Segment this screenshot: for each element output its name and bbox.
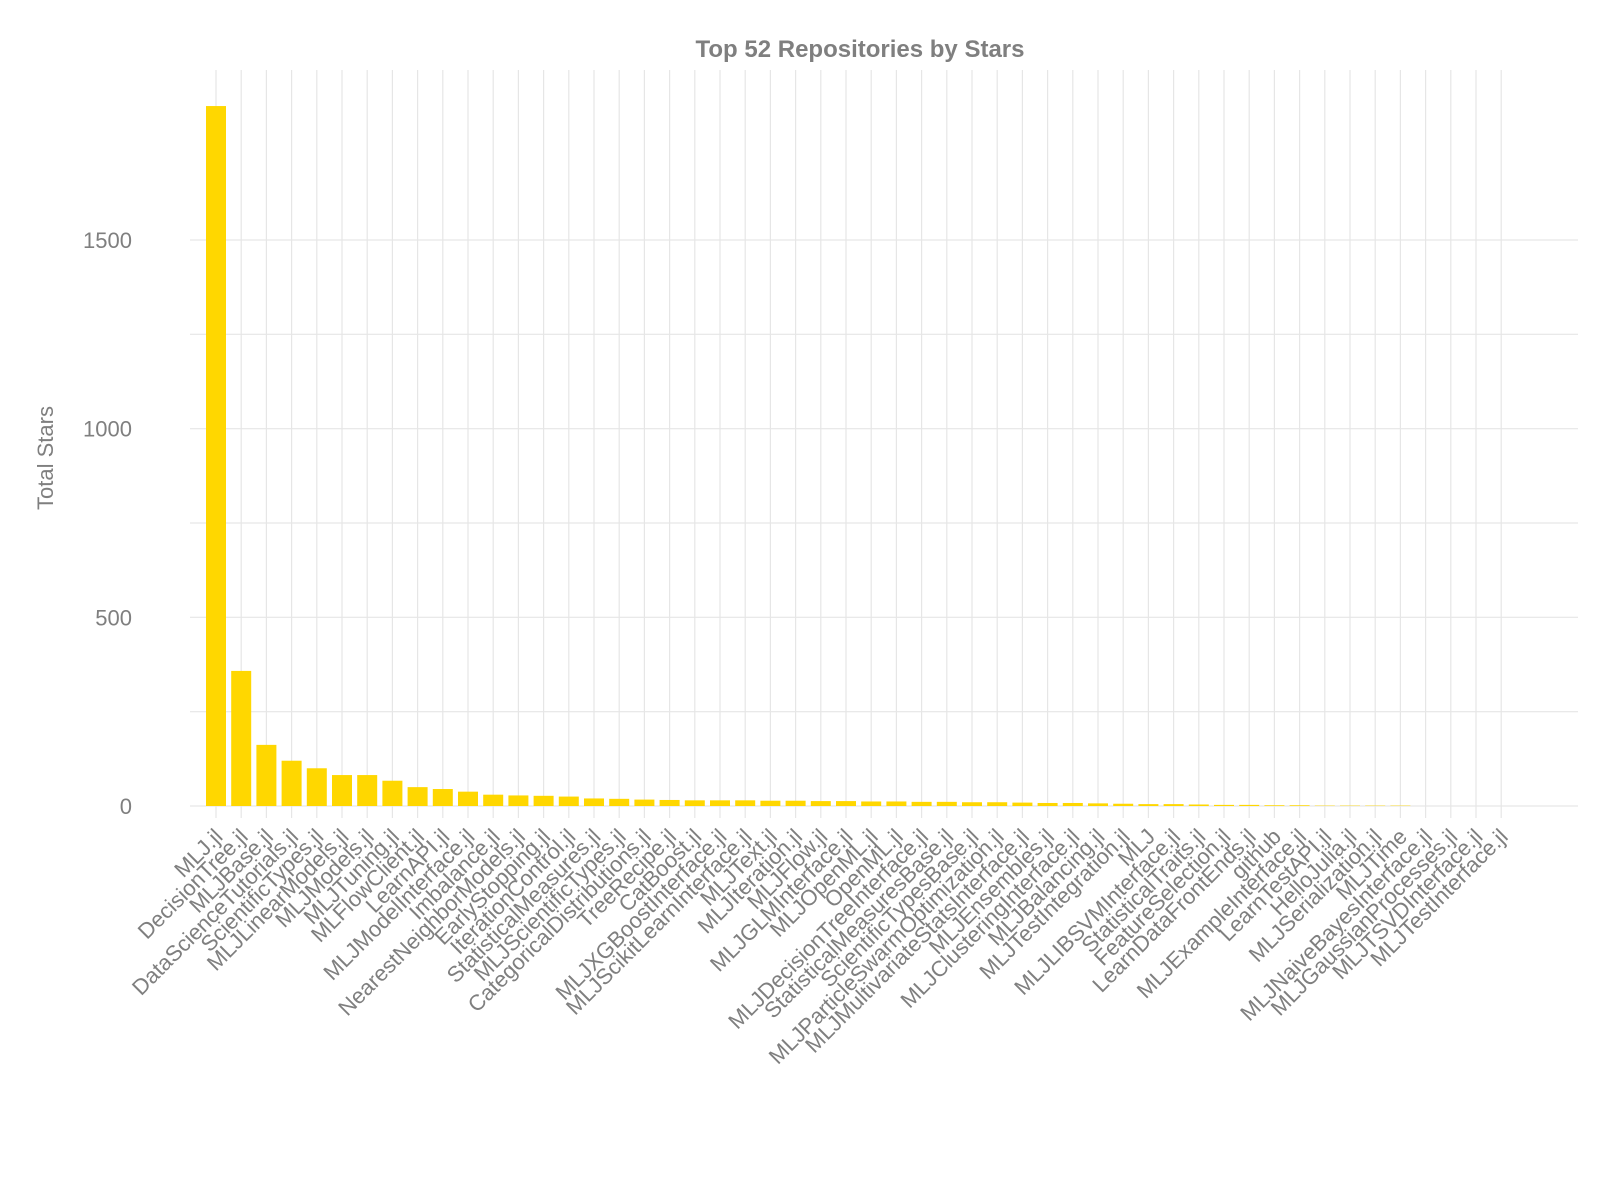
y-axis-label: Total Stars [33,406,58,510]
bar-iterationcontrol-jl [558,796,579,806]
bar-mljparticleswarmoptimization-jl [987,802,1008,806]
bar-decisiontree-jl [231,670,252,806]
bar-mljflow-jl [810,801,831,806]
bar-mlflowclient-jl [407,787,428,806]
bar-statisticalmeasuresbase-jl [936,801,957,806]
bar-scientifictypesbase-jl [962,802,982,806]
bar-imbalance-jl [483,794,504,806]
bar-mljmodels-jl [357,775,378,806]
bar-treerecipe-jl [659,799,680,806]
bar-scientifictypes-jl [306,768,327,806]
bar-mljexampleinterface-jl [1289,805,1310,806]
y-tick-label: 1500 [83,228,132,253]
bar-openml-jl [886,801,907,806]
bar-mljdecisiontreeinterface-jl [911,801,932,806]
bar-mlj [1138,804,1159,806]
grid-lines [190,70,1578,818]
bar-catboost-jl [684,800,705,806]
bar-nearestneighbormodels-jl [508,795,529,806]
bar-mljbalancing-jl [1088,803,1108,806]
bar-github [1264,805,1285,806]
bar-mljiteration-jl [785,800,806,806]
bar-mljglminterface-jl [836,801,856,806]
bar-mljtestintegration-jl [1113,803,1134,806]
y-tick-label: 1000 [83,417,132,442]
bar-mljscientifictypes-jl [609,798,630,806]
bar-datasciencetutorials-jl [281,760,302,806]
bar-mljtext-jl [760,800,781,806]
bar-mljbase-jl [256,744,277,806]
bars [206,106,1411,807]
bar-statisticaltraits-jl [1188,804,1209,806]
bar-mljxgboostinterface-jl [710,800,730,806]
bar-mljlibsvminterface-jl [1163,804,1184,806]
bar-statisticalmeasures-jl [584,798,604,806]
bar-earlystopping-jl [533,795,554,806]
bar-learndatafrontends-jl [1239,804,1260,806]
y-tick-labels: 0 500 1000 1500 [83,228,132,819]
bar-mljmodelinterface-jl [458,791,478,806]
bar-mljlinearmodels-jl [332,775,352,806]
bar-mlj-jl [206,106,226,807]
bar-mljtuning-jl [382,780,403,806]
chart-title: Top 52 Repositories by Stars [696,36,1025,63]
bar-mljensembles-jl [1037,802,1058,806]
bar-mljopenml-jl [861,801,882,806]
x-tick-labels: MLJ.jlDecisionTree.jlMLJBase.jlDataScien… [127,824,1513,1069]
bar-mljmultivariatestatsinterface-jl [1012,802,1033,806]
y-tick-label: 0 [120,794,132,819]
y-tick-label: 500 [95,605,132,630]
bar-mljclusteringinterface-jl [1062,802,1083,806]
bar-featureselection-jl [1214,804,1234,806]
bar-learnapi-jl [432,789,453,806]
bar-categoricaldistributions-jl [634,799,655,806]
bar-mljscikitlearninterface-jl [735,800,756,806]
